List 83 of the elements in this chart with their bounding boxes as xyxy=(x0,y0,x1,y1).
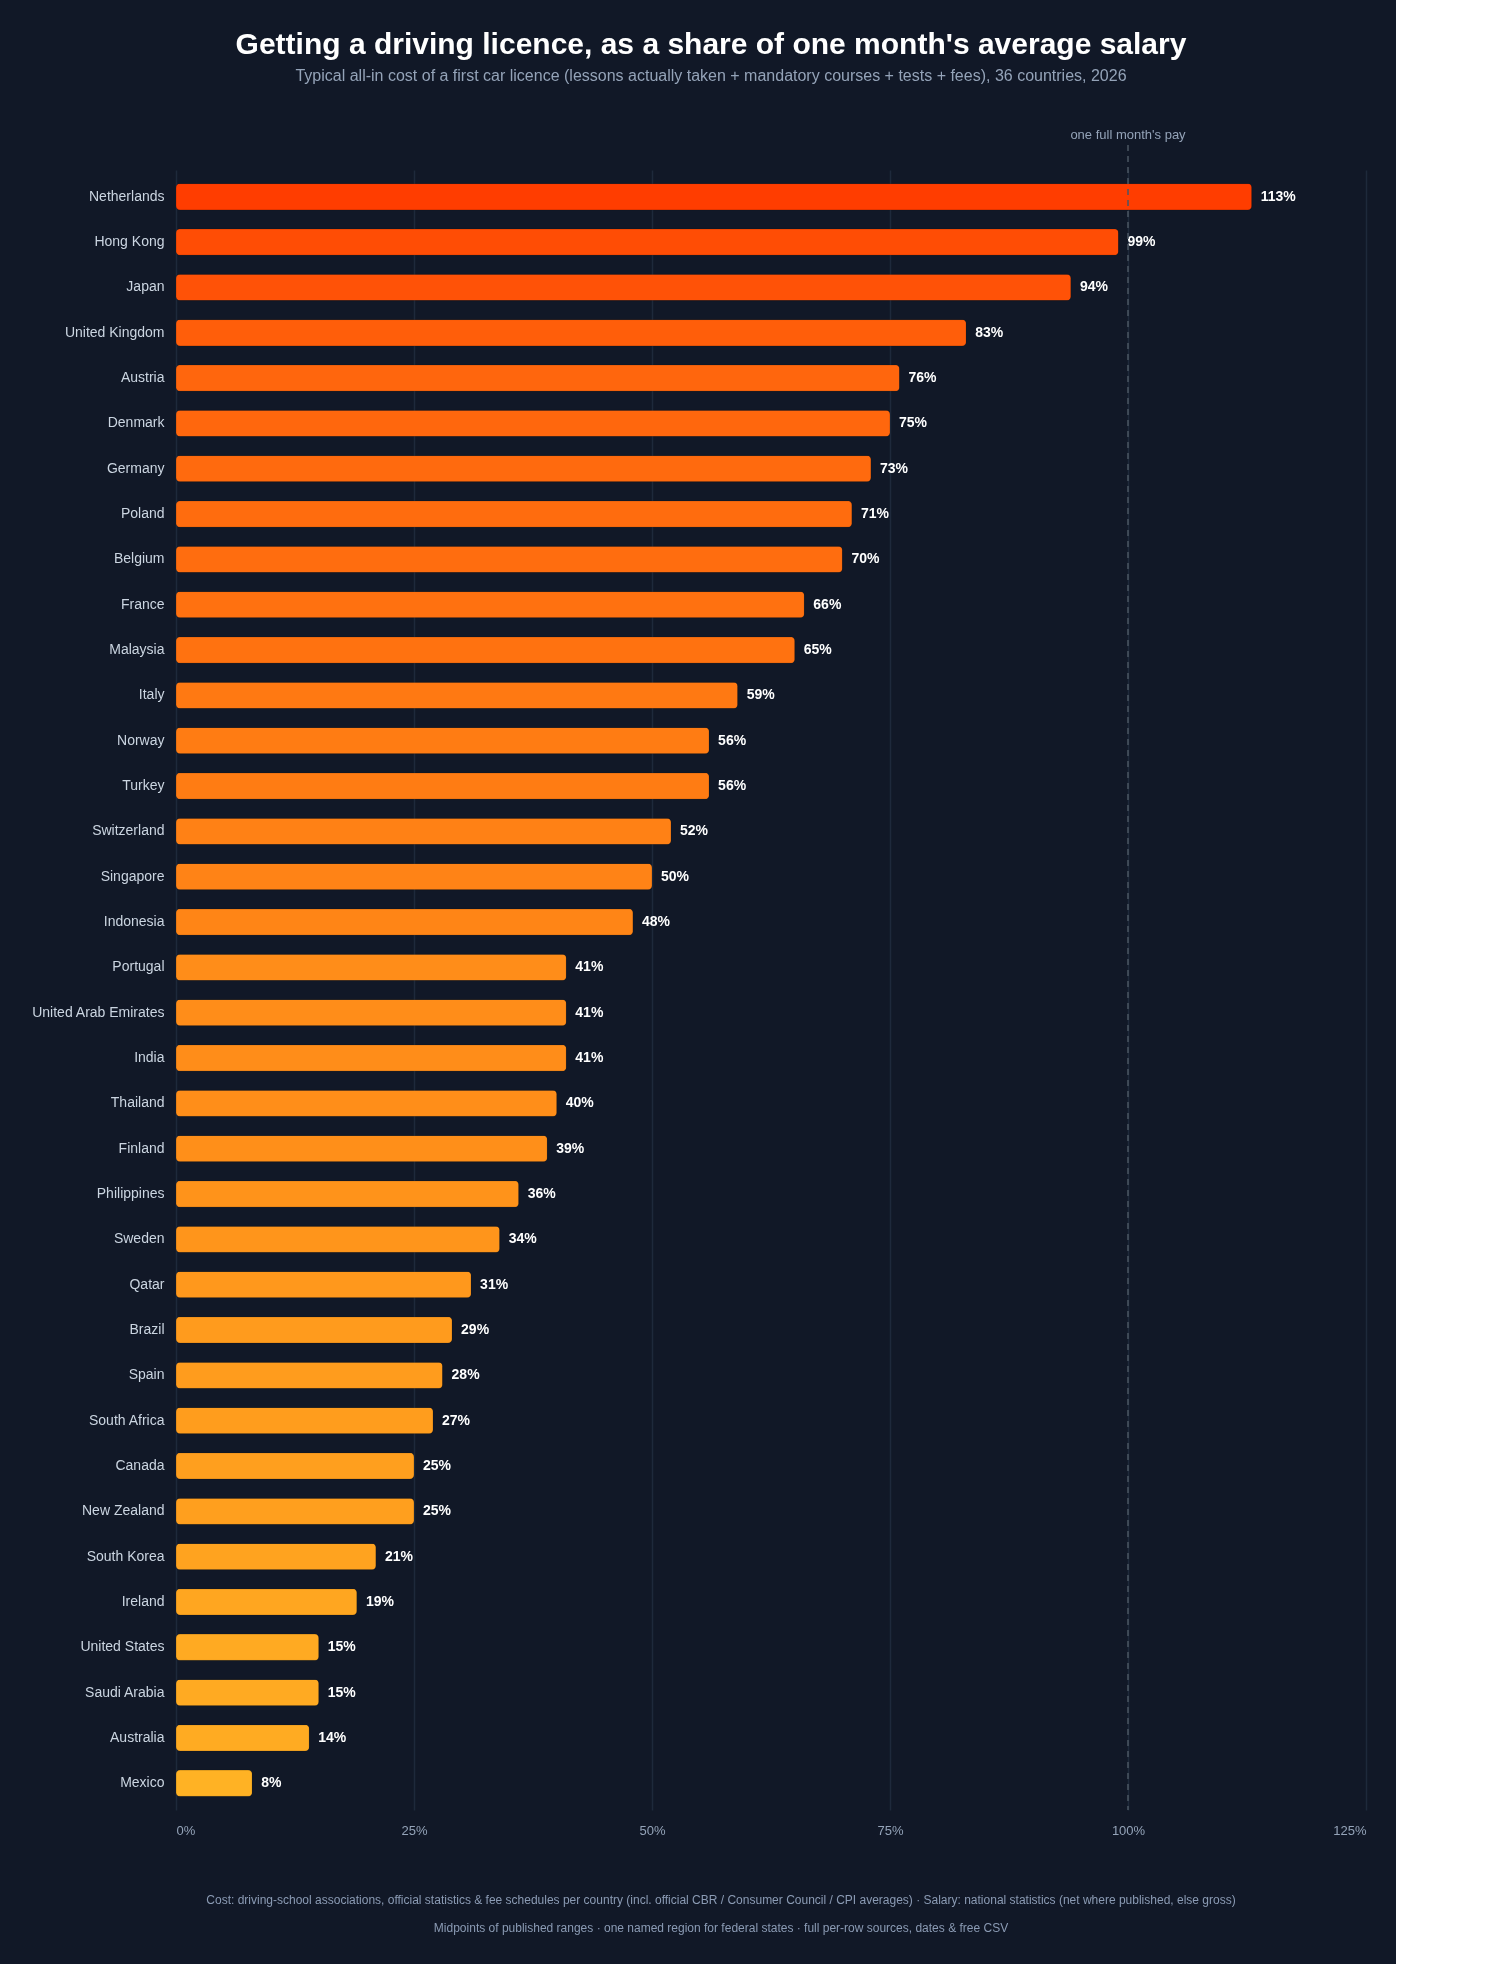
x-tick-label: 125% xyxy=(1333,1822,1367,1838)
y-tick-label: Spain xyxy=(128,1366,165,1383)
y-tick-label: Turkey xyxy=(122,777,165,794)
y-tick-label: Belgium xyxy=(113,550,165,567)
y-tick-label: South Africa xyxy=(89,1411,165,1428)
data-label: 66% xyxy=(813,595,842,612)
data-label: 113% xyxy=(1260,187,1297,204)
y-tick-label: New Zealand xyxy=(82,1502,165,1519)
y-tick-label: Mexico xyxy=(120,1774,165,1791)
y-tick-label: South Korea xyxy=(86,1547,165,1564)
x-tick-label: 0% xyxy=(176,1822,196,1838)
text: Cost: driving-school associations, official statistics & fee schedules per country (incl. official CBR / Consumer Council / CPI averages) · Salary: national statistics (net where published, else gross) xyxy=(206,1893,1236,1907)
data-label: 73% xyxy=(879,459,909,476)
text: Midpoints of published ranges · one named region for federal states · full per-row sources, dates & free CSV xyxy=(433,1921,1009,1935)
data-label: 31% xyxy=(480,1275,509,1292)
y-tick-label: Denmark xyxy=(107,414,166,431)
x-tick-label: 75% xyxy=(877,1822,904,1838)
ref-line-label: one full month's pay xyxy=(1070,127,1187,142)
chart-title: Getting a driving licence, as a share of one month's average salary xyxy=(235,27,1187,60)
y-tick-label: Sweden xyxy=(113,1230,165,1247)
x-tick-label: 100% xyxy=(1111,1822,1146,1838)
y-tick-label: Saudi Arabia xyxy=(85,1683,165,1700)
data-label: 65% xyxy=(803,641,833,658)
y-tick-label: Portugal xyxy=(112,958,165,975)
data-label: 41% xyxy=(575,958,604,975)
data-label: 59% xyxy=(746,686,776,703)
data-label: 29% xyxy=(461,1320,490,1337)
y-tick-label: Thailand xyxy=(110,1094,165,1111)
x-tick-label: 25% xyxy=(401,1822,428,1838)
y-tick-label: Philippines xyxy=(96,1184,165,1201)
data-label: 76% xyxy=(908,369,938,386)
data-label: 15% xyxy=(327,1638,357,1655)
y-tick-label: Ireland xyxy=(121,1592,165,1609)
data-label: 52% xyxy=(680,822,709,839)
y-tick-label: Qatar xyxy=(129,1275,165,1292)
y-tick-label: Netherlands xyxy=(89,187,165,204)
data-label: 50% xyxy=(661,867,690,884)
data-label: 56% xyxy=(718,777,747,794)
data-label: 25% xyxy=(423,1502,452,1519)
y-tick-label: Singapore xyxy=(100,867,165,884)
y-tick-label: United Arab Emirates xyxy=(32,1003,165,1020)
y-tick-label: Indonesia xyxy=(103,913,165,930)
y-tick-label: Japan xyxy=(126,278,165,295)
data-label: 34% xyxy=(508,1230,538,1247)
data-label: 41% xyxy=(575,1048,604,1065)
data-label: 83% xyxy=(975,323,1004,340)
data-label: 14% xyxy=(318,1728,347,1745)
chart-subtitle: Typical all-in cost of a first car licence (lessons actually taken + mandatory courses + tests + fees), 36 countries, 2026 xyxy=(295,67,1127,84)
y-tick-label: Brazil xyxy=(129,1320,165,1337)
data-label: 19% xyxy=(365,1592,395,1609)
y-tick-label: United States xyxy=(80,1638,165,1655)
y-tick-label: Australia xyxy=(110,1728,165,1745)
data-label: 8% xyxy=(261,1774,282,1791)
data-label: 40% xyxy=(565,1094,595,1111)
y-tick-label: Hong Kong xyxy=(94,233,165,250)
y-tick-label: Italy xyxy=(138,686,165,703)
data-label: 39% xyxy=(556,1139,585,1156)
y-tick-label: United Kingdom xyxy=(64,323,165,340)
data-label: 56% xyxy=(718,731,747,748)
data-label: 15% xyxy=(327,1683,357,1700)
y-tick-label: Norway xyxy=(117,731,165,748)
y-tick-label: Finland xyxy=(118,1139,165,1156)
y-tick-label: Germany xyxy=(106,459,165,476)
data-label: 70% xyxy=(851,550,880,567)
y-tick-label: Switzerland xyxy=(92,822,165,839)
y-tick-label: Poland xyxy=(120,505,165,522)
data-label: 25% xyxy=(423,1456,452,1473)
y-tick-label: France xyxy=(120,595,165,612)
y-tick-label: India xyxy=(134,1048,165,1065)
y-tick-label: Malaysia xyxy=(109,641,165,658)
data-label: 71% xyxy=(860,505,890,522)
data-label: 21% xyxy=(384,1547,414,1564)
data-label: 48% xyxy=(641,913,671,930)
y-tick-label: Canada xyxy=(115,1456,165,1473)
data-label: 99% xyxy=(1127,233,1157,250)
data-label: 36% xyxy=(527,1184,557,1201)
y-tick-label: Austria xyxy=(120,369,165,386)
data-label: 41% xyxy=(575,1003,604,1020)
data-label: 94% xyxy=(1079,278,1109,295)
data-label: 28% xyxy=(451,1366,481,1383)
x-tick-label: 50% xyxy=(639,1822,666,1838)
data-label: 27% xyxy=(442,1411,471,1428)
data-label: 75% xyxy=(899,414,928,431)
